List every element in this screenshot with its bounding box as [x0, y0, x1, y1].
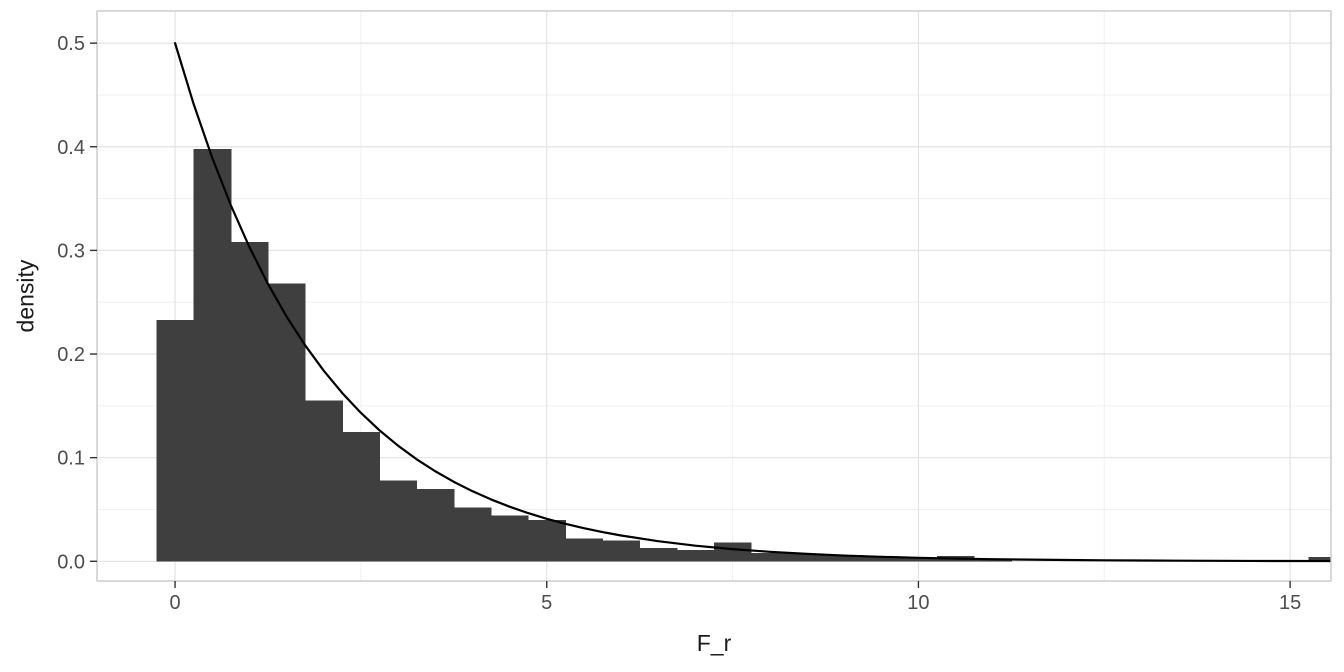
histogram-bar — [342, 431, 380, 562]
y-tick-label: 0.2 — [57, 344, 85, 366]
histogram-bar — [305, 400, 343, 562]
y-tick-label: 0.4 — [57, 137, 85, 159]
y-tick-label: 0.0 — [57, 551, 85, 573]
histogram-bar — [267, 283, 306, 562]
histogram-bar — [528, 519, 566, 562]
histogram-bar — [676, 549, 715, 562]
y-tick-label: 0.1 — [57, 448, 85, 470]
x-tick-label: 0 — [169, 592, 180, 614]
x-tick-label: 10 — [907, 592, 929, 614]
histogram-bar — [565, 538, 603, 562]
axis-tick-marks — [90, 42, 1291, 588]
histogram-bar — [156, 319, 195, 562]
histogram-bar — [379, 480, 418, 562]
x-tick-label: 15 — [1279, 592, 1301, 614]
histogram-bars — [156, 148, 1331, 562]
histogram-bar — [639, 547, 678, 562]
tick-labels: 0 5 10 15 0.0 0.1 0.2 0.3 0.4 0.5 — [57, 33, 1301, 614]
x-tick-label: 5 — [541, 592, 552, 614]
histogram-bar — [230, 242, 269, 562]
y-tick-label: 0.3 — [57, 240, 85, 262]
histogram-bar — [714, 542, 752, 562]
histogram-bar — [751, 553, 789, 562]
histogram-bar — [193, 148, 232, 562]
histogram-bar — [453, 507, 492, 562]
density-curve — [173, 42, 1331, 563]
histogram-bar — [862, 557, 901, 562]
x-axis-title: F_r — [696, 630, 732, 656]
histogram-bar — [602, 540, 641, 562]
histogram-bar — [1308, 557, 1331, 562]
histogram-bar — [490, 515, 529, 562]
y-tick-label: 0.5 — [57, 33, 85, 55]
y-axis-title: density — [12, 259, 39, 333]
panel-border — [96, 10, 1332, 582]
histogram-bar — [788, 554, 827, 562]
histogram-bar — [825, 555, 864, 562]
major-gridlines — [97, 11, 1331, 581]
histogram-bar — [416, 488, 455, 562]
histogram-bar — [899, 558, 938, 562]
